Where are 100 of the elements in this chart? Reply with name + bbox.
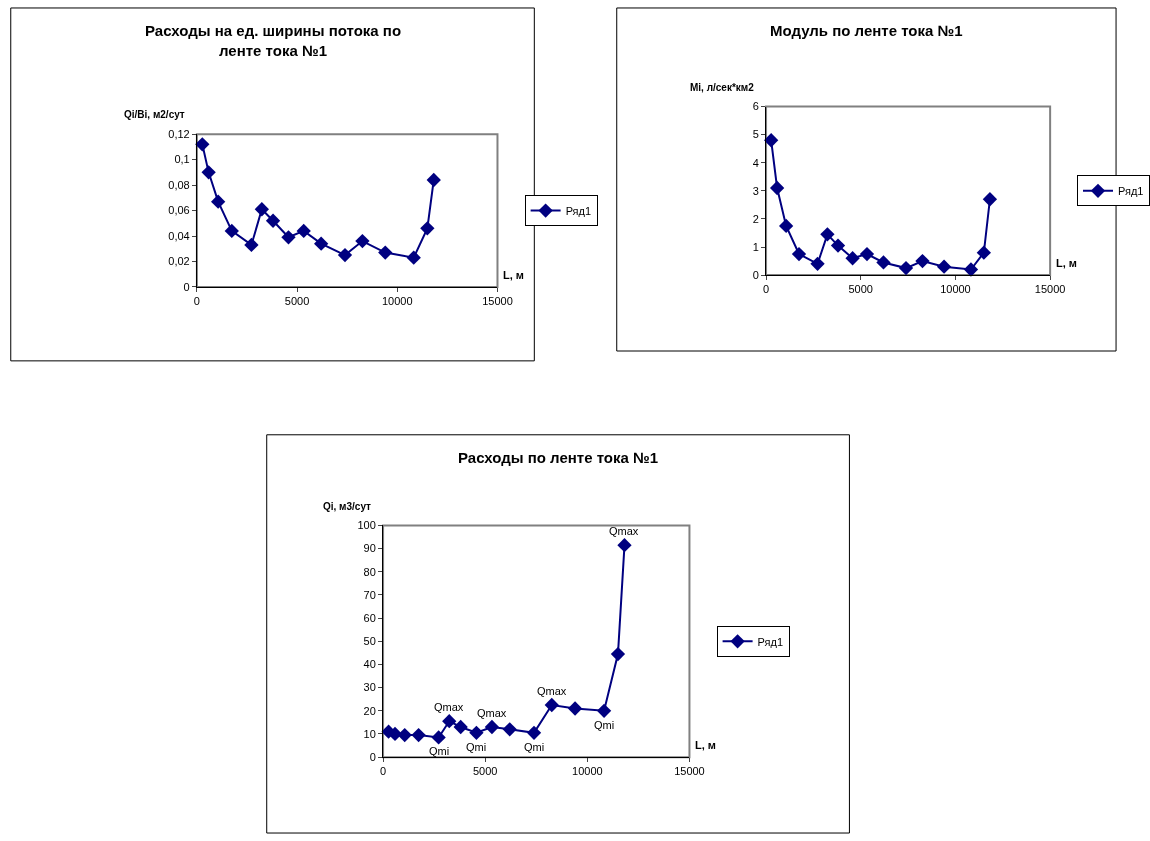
chart-title: Расходы на ед. ширины потока по ленте тока №1 <box>145 22 402 59</box>
annotation: Qmax <box>609 525 639 537</box>
legend-label: Ряд1 <box>757 635 784 648</box>
y-tick-label: 0 <box>369 750 376 763</box>
y-tick-label: 2 <box>752 212 759 225</box>
point <box>859 246 875 262</box>
point <box>982 192 998 207</box>
point <box>244 237 259 253</box>
y-tick-label: 5 <box>752 128 759 141</box>
x-axis-title: L, м <box>695 739 716 751</box>
y-tick-label: 0,06 <box>168 204 190 217</box>
point <box>820 227 835 242</box>
chart-title: Модуль по ленте тока №1 <box>770 22 963 39</box>
annotation: Qmax <box>434 701 464 713</box>
x-tick-label: 0 <box>380 765 387 778</box>
point <box>898 260 914 276</box>
y-tick-label: 20 <box>363 704 376 717</box>
x-tick-label: 0 <box>762 283 770 296</box>
y-tick-label: 4 <box>752 156 759 169</box>
point <box>469 725 484 740</box>
point <box>406 250 421 265</box>
y-tick-label: 0,04 <box>168 229 190 242</box>
point <box>254 202 269 217</box>
y-tick-label: 3 <box>752 184 759 197</box>
annotation: Qmax <box>537 685 567 697</box>
point <box>224 223 239 239</box>
point <box>420 221 435 236</box>
point <box>936 259 952 274</box>
point <box>378 245 393 260</box>
point <box>442 714 457 729</box>
y-tick-label: 30 <box>363 681 376 694</box>
point <box>426 172 441 188</box>
x-tick-label: 5000 <box>848 283 873 296</box>
x-tick-label: 10000 <box>940 283 971 296</box>
y-tick-label: 6 <box>752 100 759 113</box>
y-tick-label: 70 <box>363 588 376 601</box>
point <box>411 727 426 743</box>
y-tick-label: 10 <box>363 727 376 740</box>
point <box>355 233 370 249</box>
x-tick-label: 5000 <box>472 765 498 778</box>
x-tick-label: 10000 <box>572 765 603 778</box>
point <box>596 703 612 718</box>
x-tick-label: 15000 <box>1034 283 1066 296</box>
annotation: Qmi <box>524 741 545 753</box>
y-tick-label: 50 <box>363 635 376 648</box>
point <box>810 256 825 272</box>
chart-title: Расходы по ленте тока №1 <box>458 449 659 466</box>
x-axis-title: L, м <box>1056 257 1077 269</box>
y-axis-title: Qi/Bi, м2/сут <box>124 109 185 120</box>
point <box>281 230 296 245</box>
y-tick-label: 80 <box>363 565 376 578</box>
annotation: Qmi <box>429 745 450 757</box>
legend-label: Ряд1 <box>1118 185 1144 198</box>
y-tick-label: 90 <box>363 542 376 555</box>
point <box>778 218 794 234</box>
annotation: Qmi <box>466 741 487 753</box>
y-tick-label: 0,12 <box>168 128 190 140</box>
y-axis-title: Mi, л/сек*км2 <box>690 82 755 93</box>
point <box>617 538 632 553</box>
point <box>201 165 216 180</box>
x-tick-label: 15000 <box>482 295 513 308</box>
point <box>845 251 860 266</box>
point <box>764 133 779 148</box>
point <box>791 246 807 262</box>
point <box>195 137 210 152</box>
point <box>567 701 583 716</box>
y-tick-label: 0,02 <box>168 255 190 268</box>
point <box>397 727 412 743</box>
point <box>915 253 930 269</box>
point <box>313 236 329 251</box>
point <box>544 697 559 713</box>
point <box>610 646 626 662</box>
annotation: Qmax <box>477 707 507 719</box>
point <box>769 180 785 196</box>
y-tick-label: 0 <box>752 268 759 281</box>
point <box>337 247 353 263</box>
legend-label: Ряд1 <box>565 204 592 217</box>
y-tick-label: 1 <box>752 240 759 253</box>
point <box>265 213 281 228</box>
x-tick-label: 0 <box>193 295 200 308</box>
point <box>502 722 517 737</box>
point <box>963 262 979 277</box>
point <box>526 725 542 740</box>
x-tick-label: 15000 <box>674 765 705 778</box>
x-axis-title: L, м <box>503 269 524 281</box>
point <box>484 719 500 735</box>
y-tick-label: 40 <box>363 658 376 671</box>
point <box>296 223 311 239</box>
point <box>830 238 846 253</box>
y-axis-title: Qi, м3/сут <box>323 501 372 512</box>
y-tick-label: 100 <box>357 519 376 532</box>
y-tick-label: 0,1 <box>174 153 190 166</box>
y-tick-label: 0,08 <box>168 178 190 191</box>
y-tick-label: 60 <box>363 611 376 624</box>
point <box>453 719 468 735</box>
annotation: Qmi <box>594 719 615 731</box>
point <box>211 194 226 209</box>
point <box>431 730 446 745</box>
x-tick-label: 5000 <box>284 295 310 308</box>
point <box>876 255 891 270</box>
